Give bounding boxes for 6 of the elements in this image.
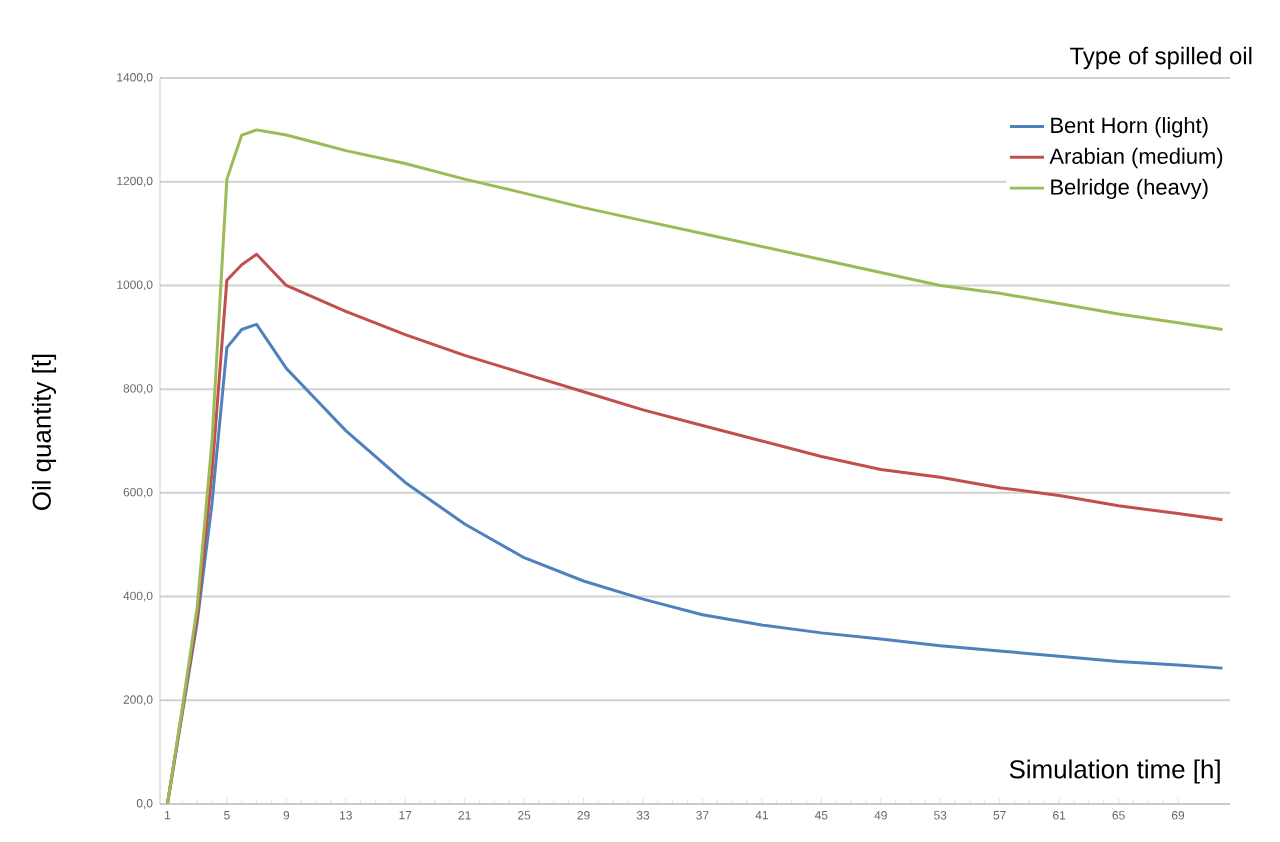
legend-label: Arabian (medium) <box>1049 147 1223 169</box>
legend-label: Bent Horn (light) <box>1051 117 1208 138</box>
legend-title: Type of spilled oil <box>1070 46 1252 70</box>
y-axis-title: Oil quantity [t] <box>31 354 57 510</box>
legend-label: Belridge (heavy) <box>1051 178 1208 200</box>
x-axis-title: Simulation time [h] <box>1009 759 1220 784</box>
